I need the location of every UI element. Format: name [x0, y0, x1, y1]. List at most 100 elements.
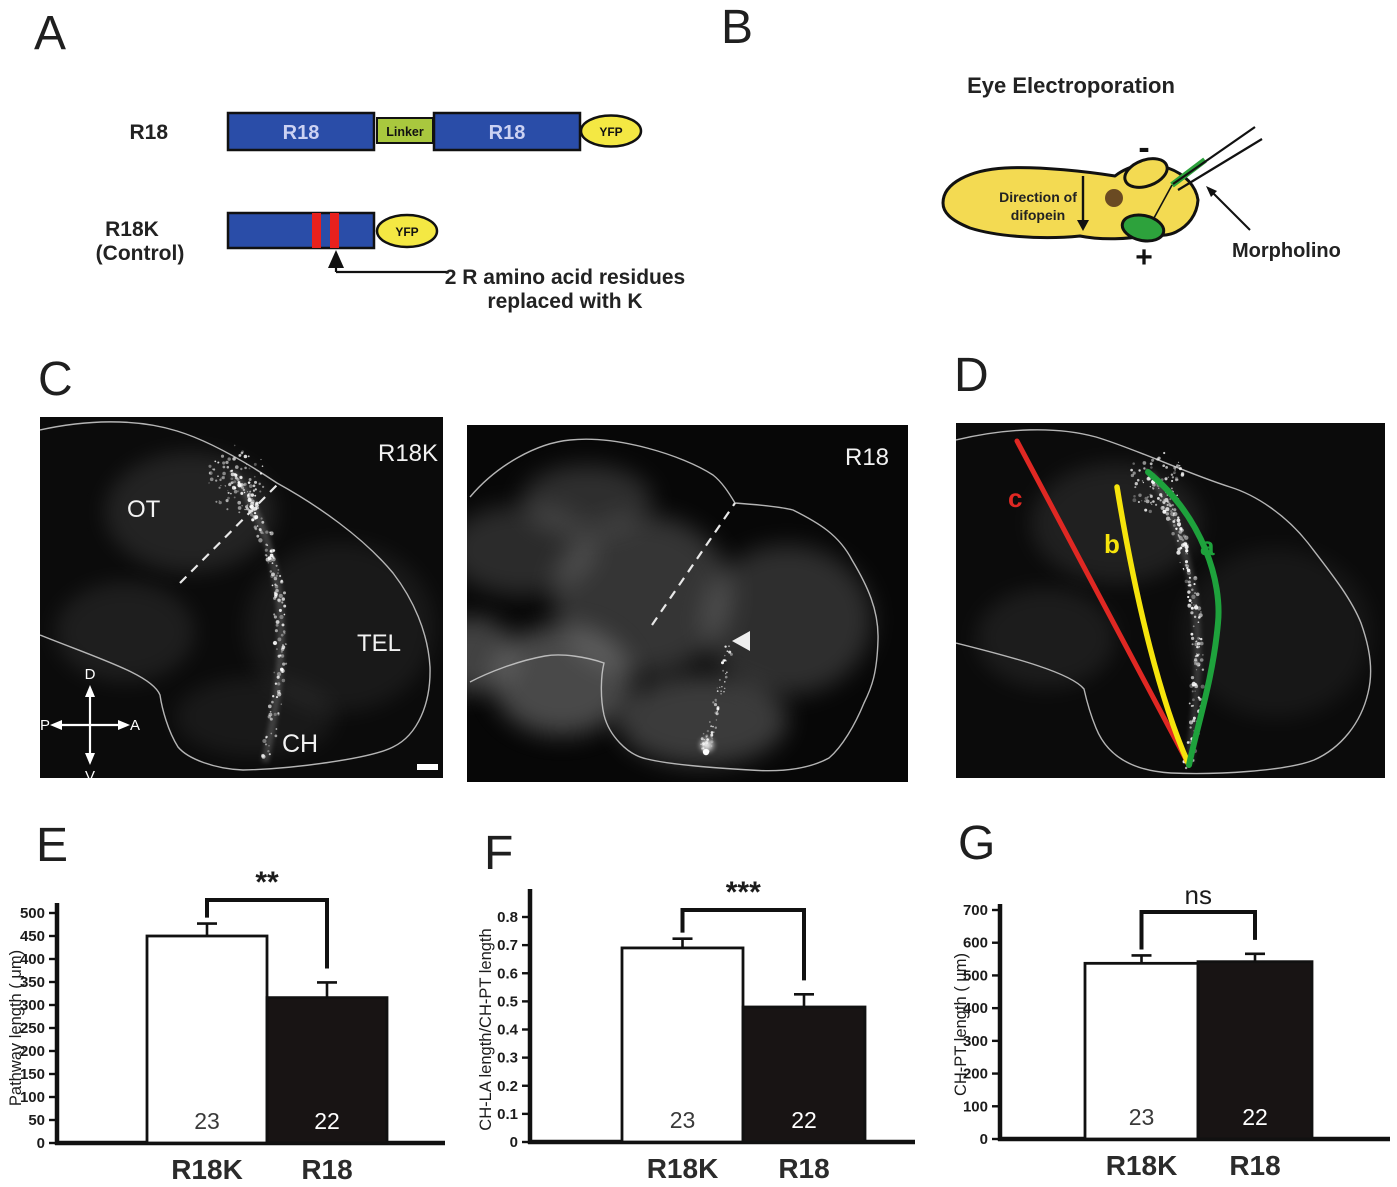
- y-tick-label: 400: [20, 951, 45, 968]
- direction-label-line1: Direction of: [999, 189, 1077, 205]
- brain-outline: [469, 438, 879, 772]
- n-label: 23: [1129, 1104, 1155, 1130]
- y-axis-label: CH-PT length ( μm): [952, 953, 970, 1096]
- panel-d-letter: D: [954, 349, 989, 402]
- significance-label: ns: [1185, 880, 1212, 910]
- y-tick-label: 450: [20, 928, 45, 945]
- brain-outline: [956, 429, 1372, 775]
- morpholino-arrow-line: [1209, 189, 1251, 231]
- y-tick-label: 500: [963, 967, 988, 984]
- fluorescence-haze: [467, 465, 872, 765]
- measure-line-c: [1014, 438, 1192, 768]
- direction-label-line2: difopein: [1011, 207, 1065, 223]
- y-tick-label: 300: [20, 997, 45, 1014]
- y-tick-label: 0.5: [497, 993, 518, 1010]
- measure-line-b: [1114, 484, 1192, 768]
- category-label: R18K: [171, 1154, 243, 1185]
- category-label: R18K: [1106, 1150, 1178, 1181]
- panel-f-letter: F: [484, 827, 514, 880]
- needle-edge-1: [1172, 126, 1256, 185]
- mutation-stripe-2: [330, 213, 339, 248]
- y-tick-label: 0.8: [497, 909, 518, 926]
- panel-c-letter: C: [38, 353, 73, 406]
- measure-label-a: a: [1200, 531, 1215, 561]
- construct1-name: R18: [129, 121, 168, 144]
- compass-arrow-down: [85, 753, 95, 765]
- annotation-line2: replaced with K: [487, 290, 642, 313]
- construct1-domain1-label: R18: [283, 122, 320, 144]
- bar-r18k: [145, 934, 269, 1145]
- electrode-minus-label: -: [1138, 129, 1149, 167]
- compass-arrow-right: [118, 720, 130, 730]
- construct1-yfp-tag: [579, 114, 643, 148]
- fluorescence-haze: [55, 452, 435, 757]
- construct2-name-line1: R18K: [105, 218, 159, 241]
- y-tick-label: 0.2: [497, 1078, 518, 1095]
- panel-e-letter: E: [36, 819, 69, 872]
- y-tick-label: 0: [980, 1131, 988, 1148]
- y-tick-label: 0.6: [497, 965, 518, 982]
- chart-pathway-length: 0 50 100 150 200 250 300 350 400 450 500 Pathway le…: [5, 865, 452, 1187]
- bar-chart-svg-F: 0 0.1 0.2 0.3 0.4 0.5 0.6 0.7 0.8CH-LA length/CH…: [477, 876, 915, 1184]
- panel-g-letter: G: [958, 817, 996, 870]
- panel-c-micrograph-r18: R18: [467, 425, 908, 782]
- mutation-stripe-1: [312, 213, 321, 248]
- y-tick-label: 0.7: [497, 937, 518, 954]
- bar-r18: [265, 996, 389, 1145]
- panel-b-electroporation-diagram: Eye Electroporation - + Direction of dif…: [941, 73, 1341, 274]
- panel-d-measurement-micrograph: c b a: [956, 423, 1385, 778]
- y-axis-label: Pathway length ( μm): [7, 950, 25, 1106]
- n-label: 22: [314, 1108, 340, 1134]
- y-tick-label: 200: [20, 1043, 45, 1060]
- direction-arrowhead: [1077, 220, 1089, 231]
- annotation-arrowhead: [328, 250, 344, 268]
- electrode-plus-label: +: [1135, 241, 1153, 274]
- y-tick-label: 100: [963, 1098, 988, 1115]
- compass-posterior: P: [40, 717, 50, 734]
- tectum-boundary-dashed-line: [179, 484, 278, 584]
- y-tick-label: 100: [20, 1089, 45, 1106]
- y-tick-label: 0: [510, 1134, 518, 1151]
- construct1-domain2-label: R18: [489, 122, 526, 144]
- bar-chart-svg-G: 0 100 200 300 400 500 600 700 CH-PT length ( μm)…: [952, 880, 1390, 1181]
- bar-r18: [1196, 960, 1314, 1141]
- morpholino-label: Morpholino: [1232, 240, 1341, 262]
- electroporated-eye: [1120, 213, 1166, 243]
- upper-eye: [1123, 157, 1169, 189]
- condition-label-r18k: R18K: [378, 440, 438, 467]
- category-label: R18: [778, 1153, 829, 1184]
- y-tick-label: 500: [20, 905, 45, 922]
- scale-bar: [417, 764, 438, 770]
- y-tick-label: 50: [28, 1112, 45, 1129]
- n-label: 23: [670, 1107, 696, 1133]
- morpholino-arrowhead: [1206, 186, 1217, 197]
- y-tick-label: 400: [963, 1000, 988, 1017]
- bar-r18: [741, 1005, 867, 1144]
- category-label: R18: [301, 1154, 352, 1185]
- significance-label: ***: [726, 876, 761, 909]
- condition-label-r18: R18: [845, 444, 889, 471]
- needle-edge-2: [1177, 138, 1263, 191]
- needle-tip: [1153, 184, 1173, 219]
- y-tick-label: 150: [20, 1066, 45, 1083]
- y-tick-label: 700: [963, 902, 988, 919]
- tectum-boundary-dashed-line: [651, 502, 736, 626]
- significance-label: **: [255, 866, 279, 899]
- y-tick-label: 300: [963, 1033, 988, 1050]
- y-tick-label: 0: [37, 1135, 45, 1152]
- axon-tract-speckles: [208, 444, 288, 759]
- chart-chla-chpt-ratio: 0 0.1 0.2 0.3 0.4 0.5 0.6 0.7 0.8 CH-LA length/CH…: [475, 865, 922, 1187]
- chart-chpt-length: 0 100 200 300 400 500 600 700 CH-PT length ( μm)…: [950, 865, 1397, 1187]
- y-tick-label: 0.4: [497, 1022, 519, 1039]
- y-tick-label: 250: [20, 1020, 45, 1037]
- measure-line-a: [1145, 469, 1222, 768]
- construct1-yfp-label: YFP: [599, 125, 622, 139]
- brain-outline: [40, 421, 431, 771]
- y-tick-label: 0.3: [497, 1050, 518, 1067]
- category-label: R18: [1229, 1150, 1280, 1181]
- y-tick-label: 600: [963, 935, 988, 952]
- construct2-yfp-tag: [375, 213, 439, 249]
- significance-bracket: [1139, 910, 1257, 950]
- construct1-domain1-box: [226, 111, 376, 152]
- panel-a-letter: A: [34, 7, 67, 60]
